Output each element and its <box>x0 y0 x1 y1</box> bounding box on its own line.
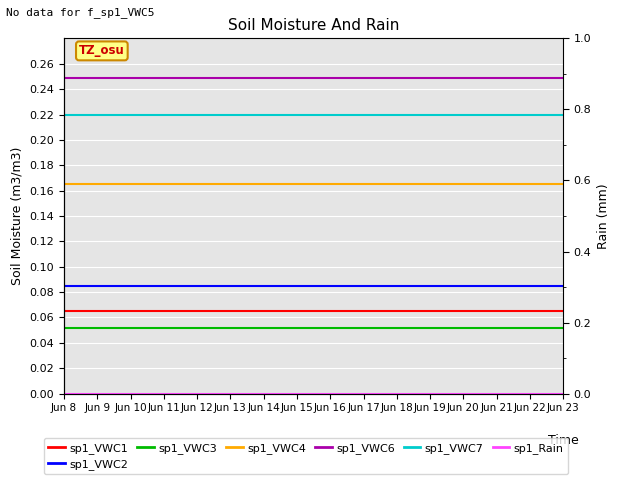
sp1_VWC4 <box>60 181 68 187</box>
sp1_VWC6 <box>60 75 68 81</box>
sp1_VWC4 <box>357 181 365 187</box>
sp1_VWC3 <box>469 325 477 331</box>
sp1_VWC3 <box>547 325 555 331</box>
sp1_VWC4 <box>559 181 567 187</box>
sp1_VWC1 <box>60 308 68 314</box>
sp1_VWC1 <box>297 308 305 314</box>
sp1_VWC6 <box>357 75 365 81</box>
sp1_VWC4 <box>547 181 555 187</box>
sp1_VWC4 <box>469 181 477 187</box>
sp1_VWC1 <box>559 308 567 314</box>
sp1_VWC2 <box>60 283 68 288</box>
sp1_Rain <box>357 391 365 396</box>
sp1_Rain <box>300 391 308 396</box>
sp1_VWC1 <box>357 308 365 314</box>
sp1_VWC3 <box>330 325 338 331</box>
Y-axis label: Rain (mm): Rain (mm) <box>597 183 610 249</box>
sp1_VWC7 <box>559 112 567 118</box>
sp1_VWC6 <box>559 75 567 81</box>
sp1_VWC6 <box>547 75 555 81</box>
sp1_VWC7 <box>330 112 338 118</box>
sp1_VWC1 <box>300 308 308 314</box>
sp1_Rain <box>297 391 305 396</box>
sp1_Rain <box>559 391 567 396</box>
sp1_VWC1 <box>469 308 477 314</box>
sp1_VWC7 <box>300 112 308 118</box>
sp1_VWC7 <box>469 112 477 118</box>
sp1_Rain <box>330 391 338 396</box>
sp1_VWC3 <box>60 325 68 331</box>
sp1_VWC4 <box>300 181 308 187</box>
sp1_VWC7 <box>60 112 68 118</box>
sp1_Rain <box>547 391 555 396</box>
sp1_Rain <box>469 391 477 396</box>
sp1_VWC2 <box>330 283 338 288</box>
sp1_VWC3 <box>297 325 305 331</box>
sp1_VWC1 <box>330 308 338 314</box>
sp1_VWC7 <box>357 112 365 118</box>
sp1_VWC7 <box>547 112 555 118</box>
sp1_VWC6 <box>300 75 308 81</box>
Text: No data for f_sp1_VWC5: No data for f_sp1_VWC5 <box>6 7 155 18</box>
sp1_VWC2 <box>559 283 567 288</box>
sp1_VWC6 <box>330 75 338 81</box>
sp1_Rain <box>60 391 68 396</box>
sp1_VWC1 <box>547 308 555 314</box>
sp1_VWC4 <box>297 181 305 187</box>
sp1_VWC2 <box>300 283 308 288</box>
sp1_VWC7 <box>297 112 305 118</box>
Text: Time: Time <box>548 434 579 447</box>
sp1_VWC2 <box>357 283 365 288</box>
Title: Soil Moisture And Rain: Soil Moisture And Rain <box>228 18 399 33</box>
sp1_VWC2 <box>297 283 305 288</box>
Legend: sp1_VWC1, sp1_VWC2, sp1_VWC3, sp1_VWC4, sp1_VWC6, sp1_VWC7, sp1_Rain: sp1_VWC1, sp1_VWC2, sp1_VWC3, sp1_VWC4, … <box>44 438 568 474</box>
sp1_VWC3 <box>559 325 567 331</box>
sp1_VWC6 <box>469 75 477 81</box>
sp1_VWC3 <box>357 325 365 331</box>
sp1_VWC6 <box>297 75 305 81</box>
sp1_VWC2 <box>469 283 477 288</box>
sp1_VWC3 <box>300 325 308 331</box>
Y-axis label: Soil Moisture (m3/m3): Soil Moisture (m3/m3) <box>11 147 24 285</box>
Text: TZ_osu: TZ_osu <box>79 44 125 58</box>
sp1_VWC4 <box>330 181 338 187</box>
sp1_VWC2 <box>547 283 555 288</box>
